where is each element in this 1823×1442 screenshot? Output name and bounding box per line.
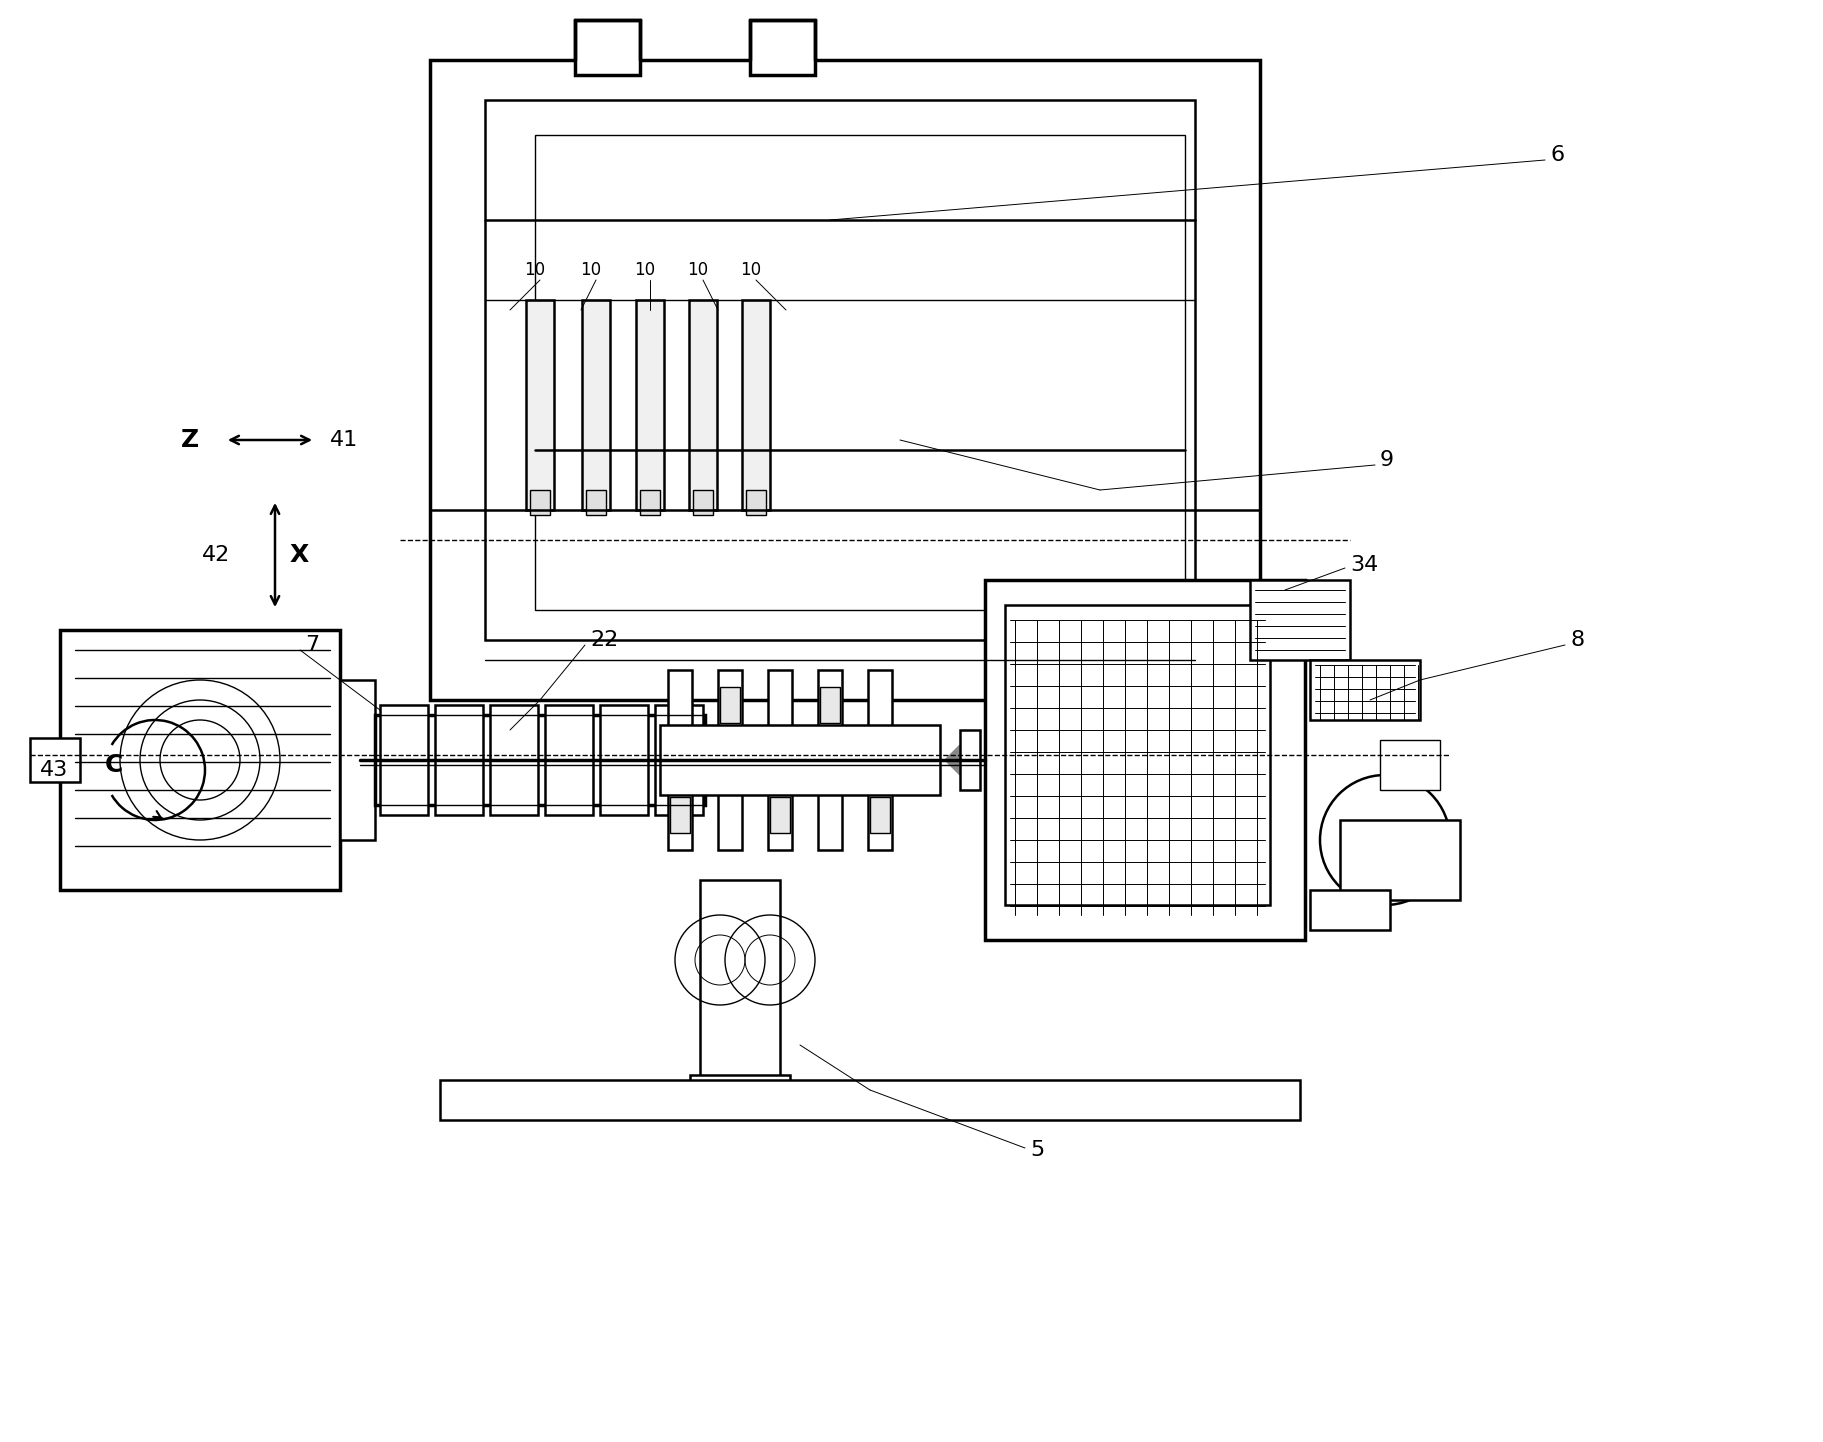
Text: 8: 8: [1570, 630, 1584, 650]
Bar: [769, 797, 789, 833]
Bar: [527, 300, 554, 510]
Bar: [379, 705, 428, 815]
Text: C: C: [106, 753, 124, 777]
Bar: [29, 738, 80, 782]
Bar: [1311, 890, 1389, 930]
Bar: [490, 705, 538, 815]
Text: 43: 43: [40, 760, 67, 780]
Bar: [439, 1080, 1300, 1120]
Bar: [654, 705, 704, 815]
Text: 10: 10: [525, 261, 545, 278]
Bar: [868, 671, 891, 849]
Bar: [636, 300, 664, 510]
Text: 10: 10: [580, 261, 602, 278]
Bar: [545, 705, 592, 815]
Bar: [819, 671, 842, 849]
Bar: [574, 20, 640, 75]
Bar: [693, 490, 713, 515]
Bar: [582, 300, 611, 510]
Bar: [376, 715, 706, 805]
Bar: [341, 681, 376, 841]
Bar: [667, 671, 693, 849]
Text: 9: 9: [1380, 450, 1395, 470]
Bar: [1251, 580, 1351, 660]
Text: 7: 7: [304, 634, 319, 655]
Bar: [430, 61, 1260, 699]
Bar: [718, 671, 742, 849]
Text: 42: 42: [202, 545, 230, 565]
Bar: [1004, 606, 1271, 906]
Bar: [820, 686, 840, 722]
Bar: [1311, 660, 1420, 720]
Bar: [640, 490, 660, 515]
Text: 10: 10: [634, 261, 656, 278]
Bar: [984, 580, 1305, 940]
Text: X: X: [290, 544, 310, 567]
Bar: [749, 20, 815, 75]
Text: 6: 6: [1550, 146, 1564, 164]
Text: 10: 10: [740, 261, 762, 278]
Bar: [700, 880, 780, 1080]
Polygon shape: [944, 746, 961, 774]
Text: 5: 5: [1030, 1141, 1045, 1159]
Bar: [671, 797, 689, 833]
Bar: [600, 705, 647, 815]
Bar: [585, 490, 605, 515]
Bar: [720, 686, 740, 722]
Bar: [1380, 740, 1440, 790]
Bar: [60, 630, 341, 890]
Text: 22: 22: [591, 630, 618, 650]
Bar: [436, 705, 483, 815]
Text: 41: 41: [330, 430, 359, 450]
Text: 10: 10: [687, 261, 709, 278]
Bar: [534, 136, 1185, 610]
Bar: [689, 300, 716, 510]
Text: 34: 34: [1351, 555, 1378, 575]
Bar: [485, 99, 1196, 640]
Bar: [1340, 820, 1460, 900]
Bar: [530, 490, 551, 515]
Bar: [767, 671, 791, 849]
Bar: [742, 300, 769, 510]
Bar: [961, 730, 981, 790]
Bar: [870, 797, 890, 833]
Bar: [746, 490, 766, 515]
Text: Z: Z: [180, 428, 199, 451]
Bar: [660, 725, 941, 795]
Bar: [689, 1074, 789, 1105]
